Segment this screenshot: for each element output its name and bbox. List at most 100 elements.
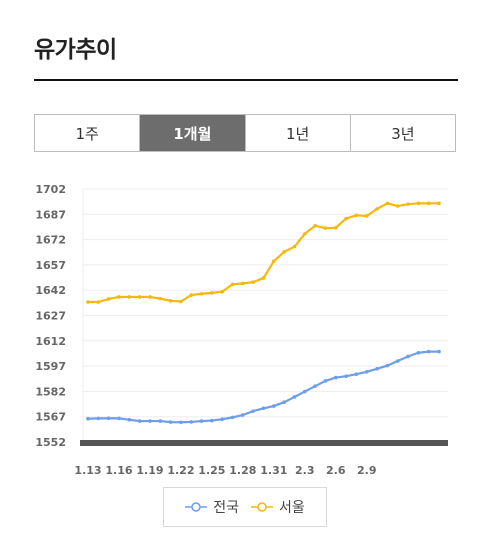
series-point-1[interactable]	[282, 250, 286, 254]
series-point-0[interactable]	[416, 350, 421, 355]
series-point-1[interactable]	[272, 259, 276, 263]
series-point-0[interactable]	[313, 384, 317, 388]
series-point-1[interactable]	[437, 201, 441, 206]
x-tick-label: 1.28	[229, 464, 256, 477]
series-point-1[interactable]	[117, 295, 121, 299]
y-tick-label: 1672	[35, 234, 66, 247]
x-tick-label: 1.25	[198, 464, 225, 477]
series-point-0[interactable]	[261, 406, 266, 411]
series-point-1[interactable]	[127, 295, 132, 299]
series-point-1[interactable]	[375, 207, 379, 211]
series-point-0[interactable]	[395, 359, 400, 363]
series-point-1[interactable]	[292, 244, 297, 249]
series-point-0[interactable]	[272, 404, 276, 408]
series-point-1[interactable]	[179, 299, 183, 304]
series-point-1[interactable]	[406, 202, 410, 206]
series-point-1[interactable]	[333, 225, 338, 230]
series-point-1[interactable]	[313, 223, 317, 228]
series-point-1[interactable]	[199, 291, 204, 296]
y-tick-label: 1687	[35, 208, 66, 221]
series-point-0[interactable]	[282, 400, 286, 404]
x-tick-label: 2.9	[357, 464, 377, 477]
y-tick-label: 1567	[35, 411, 66, 424]
series-point-0[interactable]	[148, 419, 152, 423]
series-point-0[interactable]	[158, 419, 163, 423]
series-point-1[interactable]	[302, 232, 307, 236]
y-tick-label: 1642	[35, 284, 66, 297]
legend-item-national[interactable]: 전국	[185, 497, 239, 517]
title-divider	[34, 79, 458, 81]
y-tick-label: 1582	[35, 385, 66, 398]
x-tick-label: 1.19	[136, 464, 163, 477]
series-point-0[interactable]	[230, 415, 235, 420]
series-point-0[interactable]	[199, 419, 204, 423]
series-point-0[interactable]	[96, 416, 101, 421]
series-point-1[interactable]	[158, 296, 163, 301]
series-point-1[interactable]	[344, 216, 348, 221]
seoul-line-icon	[251, 502, 273, 512]
series-point-0[interactable]	[302, 389, 307, 394]
chart-grid	[82, 188, 448, 443]
series-point-0[interactable]	[354, 372, 359, 376]
series-point-0[interactable]	[437, 349, 441, 354]
page-title: 유가추이	[34, 37, 117, 63]
series-point-1[interactable]	[261, 276, 266, 280]
tab-1-year[interactable]: 1년	[245, 115, 351, 151]
series-point-0[interactable]	[220, 417, 225, 422]
series-point-0[interactable]	[189, 420, 194, 424]
series-point-0[interactable]	[375, 366, 379, 371]
series-line-0	[87, 350, 439, 424]
series-point-1[interactable]	[364, 214, 369, 218]
series-point-0[interactable]	[426, 349, 431, 354]
series-point-1[interactable]	[354, 213, 359, 218]
series-point-0[interactable]	[292, 395, 297, 399]
series-point-1[interactable]	[220, 289, 225, 294]
legend-item-seoul[interactable]: 서울	[251, 497, 305, 517]
series-point-0[interactable]	[127, 417, 132, 422]
series-point-0[interactable]	[86, 416, 90, 421]
series-point-0[interactable]	[241, 413, 245, 417]
series-point-0[interactable]	[333, 375, 338, 380]
series-point-0[interactable]	[168, 420, 173, 424]
series-point-0[interactable]	[344, 374, 348, 379]
series-point-1[interactable]	[416, 201, 421, 206]
series-point-0[interactable]	[364, 370, 369, 374]
series-point-0[interactable]	[406, 354, 410, 359]
chart-baseline	[80, 440, 448, 446]
series-point-0[interactable]	[251, 409, 255, 413]
x-axis-ticks: 1.13 1.16 1.19 1.22 1.25 1.28 1.31 2.3 2.6 2.9	[74, 464, 376, 477]
series-point-0[interactable]	[179, 420, 183, 425]
series-point-1[interactable]	[241, 281, 245, 286]
tab-1-week[interactable]: 1주	[35, 115, 141, 151]
series-point-1[interactable]	[385, 201, 390, 206]
series-point-0[interactable]	[210, 418, 214, 423]
series-point-1[interactable]	[230, 282, 235, 287]
y-tick-label: 1657	[35, 259, 66, 272]
y-tick-label: 1597	[35, 360, 66, 373]
tab-3-years[interactable]: 3년	[350, 115, 455, 151]
series-point-1[interactable]	[426, 201, 431, 206]
series-point-1[interactable]	[210, 291, 214, 295]
price-trend-chart: 1702 1687 1672 1657 1642 1627 1612 1597 1582 1567…	[35, 183, 448, 477]
series-point-0[interactable]	[117, 416, 121, 421]
series-point-1[interactable]	[189, 293, 194, 297]
series-point-0[interactable]	[323, 379, 328, 383]
series-point-0[interactable]	[137, 419, 142, 423]
chart-legend: 전국 서울	[163, 487, 327, 527]
series-point-1[interactable]	[86, 300, 90, 304]
series-point-0[interactable]	[385, 363, 390, 368]
x-tick-label: 1.22	[167, 464, 194, 477]
series-point-1[interactable]	[323, 226, 328, 230]
series-point-1[interactable]	[137, 295, 142, 299]
series-point-0[interactable]	[106, 416, 111, 421]
x-tick-label: 1.16	[105, 464, 132, 477]
legend-label-seoul: 서울	[279, 500, 305, 516]
x-tick-label: 2.3	[295, 464, 315, 477]
series-point-1[interactable]	[168, 299, 173, 303]
series-point-1[interactable]	[148, 295, 152, 299]
series-point-1[interactable]	[96, 300, 101, 304]
series-point-1[interactable]	[106, 297, 111, 301]
series-point-1[interactable]	[251, 280, 255, 284]
tab-1-month[interactable]: 1개월	[140, 115, 246, 151]
series-point-1[interactable]	[395, 204, 400, 208]
